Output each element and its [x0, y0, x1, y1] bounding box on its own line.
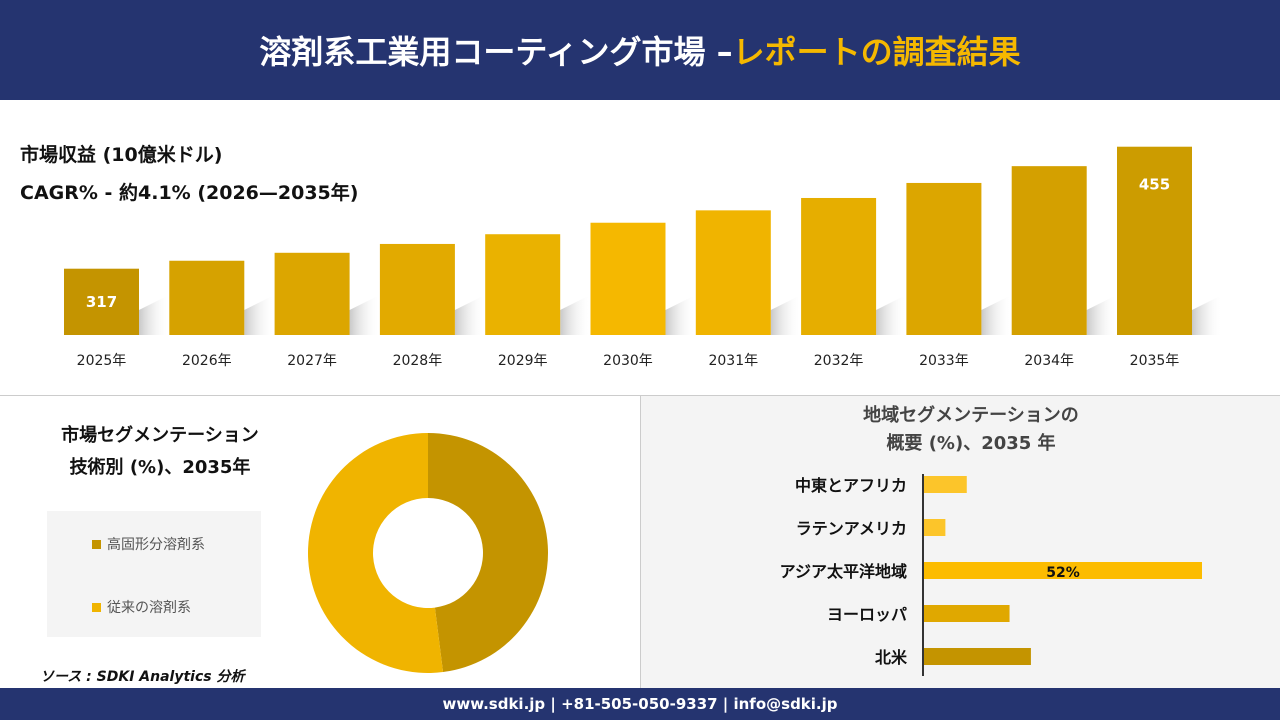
- x-tick-label: 2033年: [919, 353, 969, 369]
- region-bar: [924, 648, 1031, 665]
- donut-slice: [308, 433, 444, 673]
- x-tick-label: 2030年: [603, 353, 653, 369]
- bar-shadow: [876, 295, 907, 335]
- bar-shadow: [770, 295, 801, 335]
- donut-slice: [428, 433, 549, 673]
- region-label: ヨーロッパ: [827, 605, 907, 624]
- legend-item: 従来の溶剤系: [92, 597, 191, 617]
- revenue-bar-chart: 2025年 317 2026年 2027年 2028年 2029年 2030年 2031年 20…: [64, 146, 1222, 369]
- region-bar: [924, 562, 1202, 579]
- segment-title-line2: 技術別 (%)、2035年: [69, 457, 251, 478]
- revenue-bar: [906, 182, 982, 335]
- title-highlight: レポートの調査結果: [732, 33, 1021, 71]
- legend-label: 高固形分溶剤系: [107, 537, 205, 553]
- bar-shadow: [244, 295, 275, 335]
- revenue-bar: [1117, 146, 1192, 335]
- revenue-bar: [169, 260, 245, 335]
- x-tick-label: 2025年: [77, 353, 127, 369]
- region-title-line2: 概要 (%)、2035 年: [886, 433, 1056, 454]
- bar-shadow: [454, 295, 485, 335]
- title-main: 溶剤系工業用コーティング市場 –: [259, 33, 733, 71]
- x-tick-label: 2027年: [287, 353, 337, 369]
- cagr-text: CAGR% - 約4.1% (2026—2035年): [20, 182, 359, 204]
- bar-shadow: [981, 295, 1012, 335]
- bar-shadow: [1086, 295, 1117, 335]
- technology-donut-chart: [308, 433, 549, 673]
- revenue-bar: [590, 222, 666, 335]
- revenue-bar: [1011, 166, 1087, 335]
- legend-item: 高固形分溶剤系: [92, 534, 205, 554]
- divider: [0, 395, 1280, 396]
- region-label: アジア太平洋地域: [780, 562, 907, 581]
- data-label: 52%: [1046, 565, 1080, 581]
- bar-shadow: [665, 295, 696, 335]
- revenue-bar: [801, 197, 877, 335]
- source-note: ソース : SDKI Analytics 分析: [40, 669, 245, 685]
- x-tick-label: 2035年: [1130, 353, 1180, 369]
- region-label: 北米: [875, 648, 908, 667]
- revenue-bar: [379, 243, 455, 335]
- x-tick-label: 2026年: [182, 353, 232, 369]
- donut-legend: 高固形分溶剤系 従来の溶剤系: [47, 511, 261, 637]
- segment-title-line1: 市場セグメンテーション: [61, 425, 259, 446]
- data-label: 455: [1139, 176, 1170, 194]
- revenue-bar: [485, 234, 561, 335]
- bar-shadow: [139, 295, 169, 335]
- revenue-bar: [274, 252, 350, 335]
- bar-shadow: [349, 295, 380, 335]
- revenue-bar: [64, 268, 139, 335]
- bar-shadow: [1192, 295, 1222, 335]
- region-title-line1: 地域セグメンテーションの: [863, 405, 1079, 426]
- x-tick-label: 2034年: [1024, 353, 1074, 369]
- region-label: ラテンアメリカ: [796, 519, 907, 538]
- region-panel: 中東とアフリカ ラテンアメリカアジア太平洋地域 52% ヨーロッパ北米 地域セグメンテ…: [640, 396, 1280, 688]
- region-label: 中東とアフリカ: [795, 476, 907, 495]
- x-tick-label: 2028年: [393, 353, 443, 369]
- bar-shadow: [560, 295, 591, 335]
- x-tick-label: 2031年: [708, 353, 758, 369]
- footer-contact: www.sdki.jp | +81-505-050-9337 | info@sd…: [0, 688, 1280, 720]
- x-tick-label: 2029年: [498, 353, 548, 369]
- legend-label: 従来の溶剤系: [107, 600, 191, 616]
- region-bar: [924, 476, 967, 493]
- region-bar: [924, 605, 1010, 622]
- data-label: 317: [86, 293, 117, 311]
- legend-swatch: [92, 539, 101, 549]
- region-bar: [924, 519, 946, 536]
- legend-swatch: [92, 602, 101, 612]
- revenue-title: 市場収益 (10億米ドル): [20, 144, 223, 166]
- revenue-bar: [695, 210, 771, 335]
- segment-title: 市場セグメンテーション 技術別 (%)、2035年: [20, 420, 300, 484]
- x-tick-label: 2032年: [814, 353, 864, 369]
- page-header: 溶剤系工業用コーティング市場 – レポートの調査結果: [0, 0, 1280, 100]
- region-title: 地域セグメンテーションの 概要 (%)、2035 年: [791, 402, 1151, 458]
